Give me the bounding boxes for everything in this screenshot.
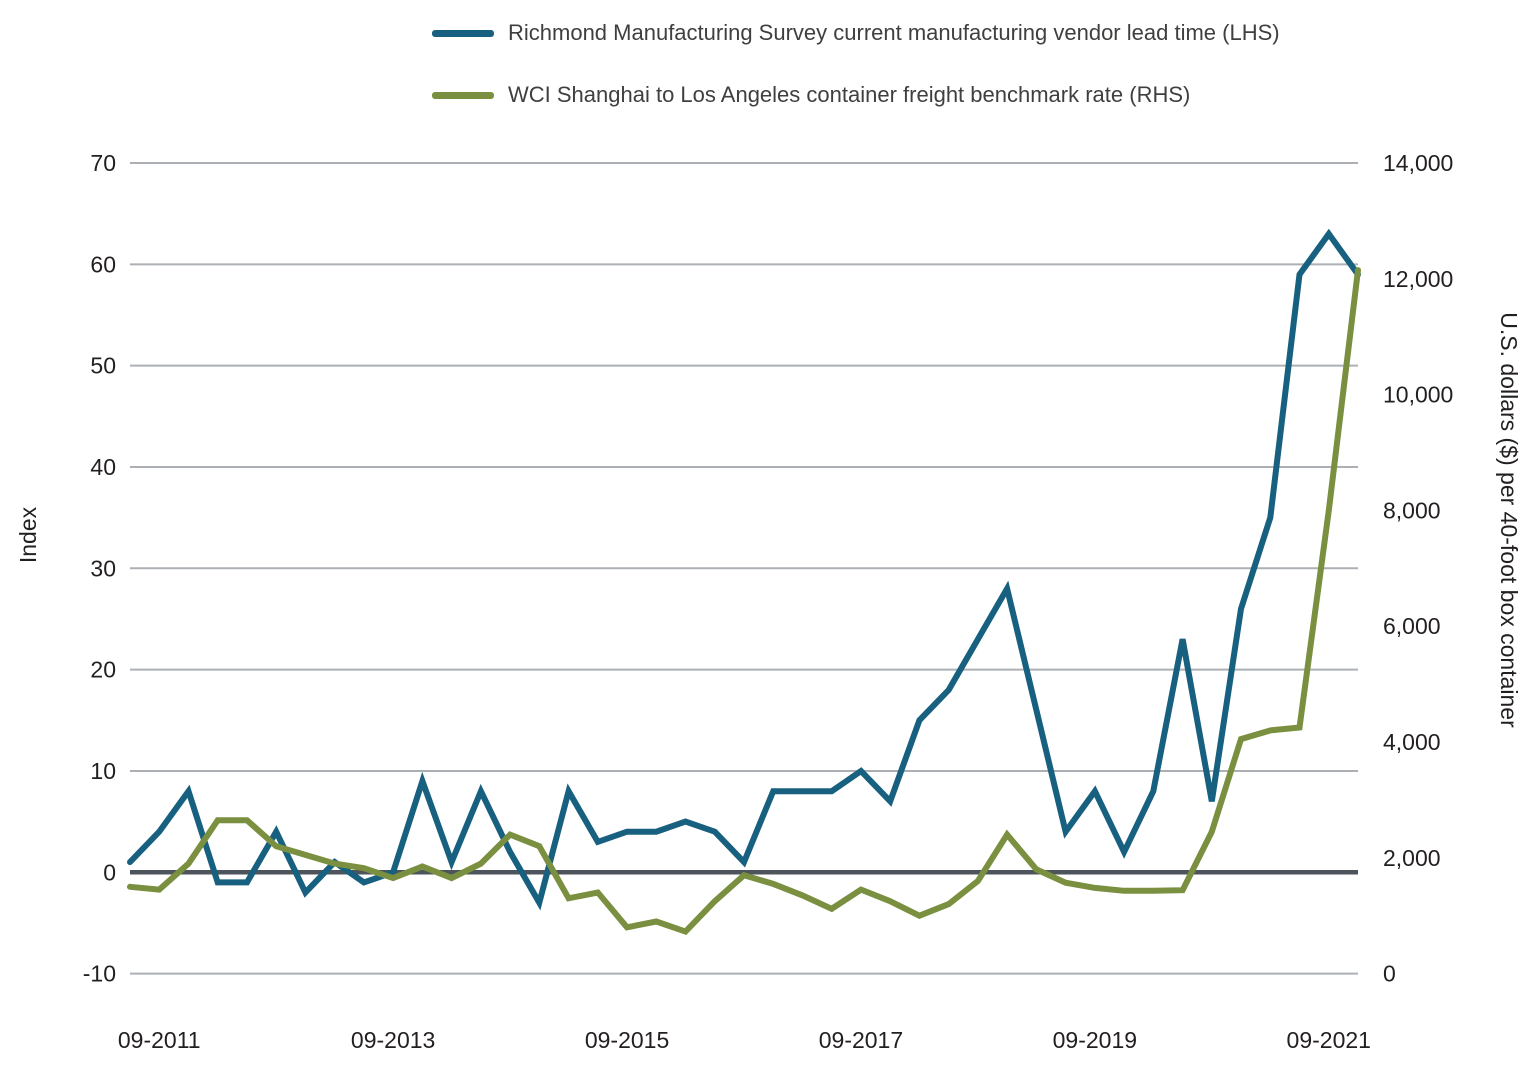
x-axis-tick-label: 09-2013 [351,1027,435,1053]
richmond-line-swatch [432,29,494,37]
right-axis-tick-label: 0 [1383,961,1396,987]
wci-series-line [127,267,1361,936]
right-axis-title: U.S. dollars ($) per 40-foot box contain… [1496,312,1522,728]
right-axis-tick-label: 8,000 [1383,497,1441,523]
right-axis-tick-label: 4,000 [1383,729,1441,755]
legend: Richmond Manufacturing Survey current ma… [432,20,1280,109]
x-axis-tick-label: 09-2019 [1053,1027,1137,1053]
left-axis-tick-label: -10 [83,961,116,987]
x-axis-tick-label: 09-2011 [118,1027,201,1053]
right-axis-tick-label: 14,000 [1383,150,1453,176]
left-axis-tick-label: 0 [103,859,116,885]
left-axis-title: Index [15,506,41,563]
left-axis-tick-label: 20 [90,657,116,683]
left-axis-tick-label: 60 [90,251,116,277]
right-axis-tick-label: 2,000 [1383,845,1441,871]
left-axis-tick-label: 70 [90,150,116,176]
legend-item-richmond: Richmond Manufacturing Survey current ma… [432,20,1280,46]
left-axis-tick-label: 10 [90,758,116,784]
left-axis-tick-label: 30 [90,555,116,581]
legend-label-wci: WCI Shanghai to Los Angeles container fr… [508,82,1191,108]
x-axis-tick-label: 09-2015 [585,1027,669,1053]
left-axis-tick-label: 40 [90,454,116,480]
x-axis-tick-label: 09-2017 [819,1027,903,1053]
legend-label-richmond: Richmond Manufacturing Survey current ma… [508,20,1280,45]
right-axis-tick-label: 10,000 [1383,382,1453,408]
wci-line-swatch [432,92,494,100]
legend-item-wci: WCI Shanghai to Los Angeles container fr… [432,82,1280,108]
left-axis-tick-label: 50 [90,353,116,379]
x-axis-tick-label: 09-2021 [1287,1027,1371,1053]
right-axis-tick-label: 6,000 [1383,613,1441,639]
right-axis-tick-label: 12,000 [1383,266,1453,292]
